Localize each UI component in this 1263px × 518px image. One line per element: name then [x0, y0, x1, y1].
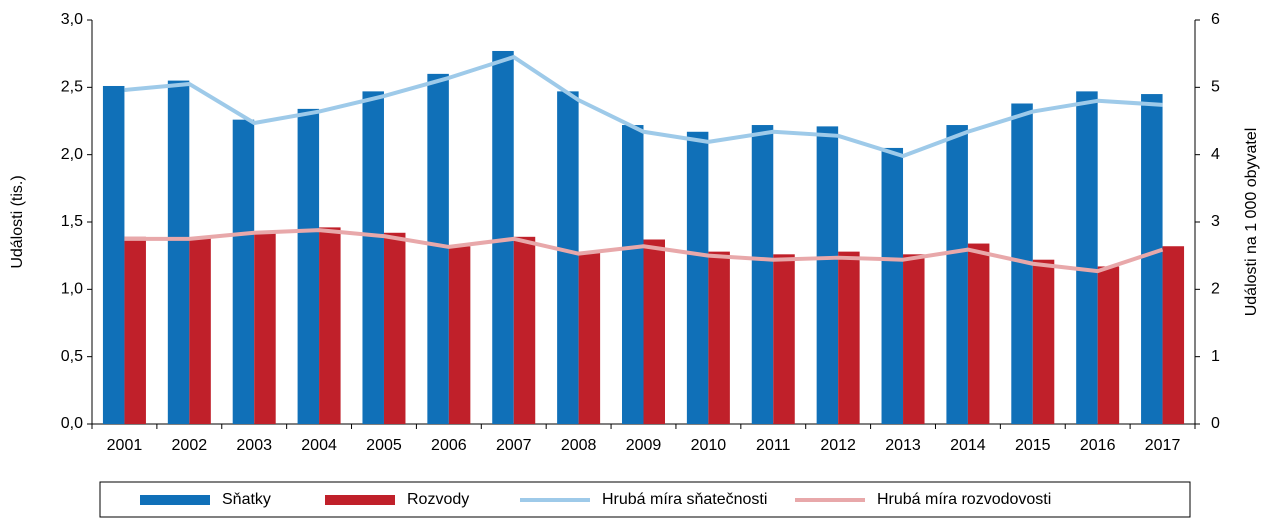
- line: [124, 228, 1164, 274]
- y2-tick-label: 3: [1211, 213, 1220, 230]
- bar: [946, 125, 968, 424]
- y2-tick-label: 6: [1211, 11, 1220, 28]
- x-tick-label: 2007: [496, 437, 532, 454]
- x-tick-label: 2013: [885, 437, 921, 454]
- bar: [513, 236, 536, 424]
- x-tick-label: 2016: [1080, 437, 1116, 454]
- y2-tick-label: 0: [1211, 415, 1220, 432]
- bar: [189, 238, 211, 424]
- y-tick-label: 0,5: [61, 348, 83, 365]
- y2-tick-label: 5: [1211, 79, 1220, 96]
- bar: [1076, 91, 1098, 424]
- bar: [167, 80, 190, 424]
- bar: [1141, 94, 1163, 425]
- bar: [102, 85, 125, 424]
- y-tick-label: 3,0: [61, 11, 83, 28]
- legend-label: Hrubá míra sňatečnosti: [602, 491, 767, 508]
- bar: [643, 239, 665, 424]
- bar: [816, 126, 839, 425]
- x-tick-label: 2017: [1145, 437, 1181, 454]
- y-tick-label: 2,0: [61, 146, 83, 163]
- legend-swatch: [325, 495, 395, 505]
- bar: [967, 243, 990, 424]
- bar: [1011, 103, 1033, 424]
- legend-label: Sňatky: [222, 491, 271, 508]
- bar: [686, 131, 709, 425]
- legend-label: Rozvody: [407, 491, 469, 508]
- bar: [903, 254, 925, 424]
- legend-swatch: [140, 495, 210, 505]
- bar: [1032, 259, 1055, 424]
- bar: [557, 91, 579, 424]
- bar: [492, 50, 514, 425]
- x-tick-label: 2003: [236, 437, 272, 454]
- y-tick-label: 1,5: [61, 213, 83, 230]
- y2-tick-label: 2: [1211, 281, 1220, 298]
- legend-box: [99, 481, 1191, 518]
- bar: [254, 231, 276, 424]
- bar: [232, 119, 255, 425]
- x-tick-label: 2012: [820, 437, 856, 454]
- x-tick-label: 2001: [107, 437, 143, 454]
- line: [124, 55, 1163, 159]
- bar: [622, 125, 644, 424]
- bar: [838, 251, 860, 424]
- x-tick-label: 2010: [691, 437, 727, 454]
- y-axis-label: Události (tis.): [9, 175, 26, 268]
- bar: [427, 73, 449, 424]
- y2-tick-label: 1: [1211, 348, 1220, 365]
- y2-axis-label: Události na 1 000 obyvatel: [1243, 128, 1260, 317]
- bar: [881, 147, 904, 424]
- bar: [1097, 266, 1120, 424]
- x-tick-label: 2014: [950, 437, 986, 454]
- bar: [448, 246, 471, 424]
- bar: [297, 108, 320, 424]
- y-tick-label: 0,0: [61, 415, 83, 432]
- x-tick-label: 2015: [1015, 437, 1051, 454]
- x-tick-label: 2008: [561, 437, 597, 454]
- x-tick-label: 2009: [626, 437, 662, 454]
- y-tick-label: 1,0: [61, 281, 83, 298]
- bar: [383, 232, 406, 424]
- y-tick-label: 2,5: [61, 79, 83, 96]
- x-tick-label: 2005: [366, 437, 402, 454]
- x-tick-label: 2004: [301, 437, 337, 454]
- legend-label: Hrubá míra rozvodovosti: [877, 491, 1051, 508]
- x-tick-label: 2006: [431, 437, 467, 454]
- bar: [708, 251, 730, 424]
- bar: [362, 91, 384, 424]
- bar: [751, 125, 774, 424]
- bar: [124, 236, 146, 424]
- bar: [578, 251, 601, 424]
- bar: [319, 227, 341, 424]
- x-tick-label: 2002: [172, 437, 208, 454]
- bar: [1162, 246, 1185, 424]
- bar: [773, 254, 795, 424]
- x-tick-label: 2011: [756, 437, 791, 454]
- y2-tick-label: 4: [1211, 146, 1220, 163]
